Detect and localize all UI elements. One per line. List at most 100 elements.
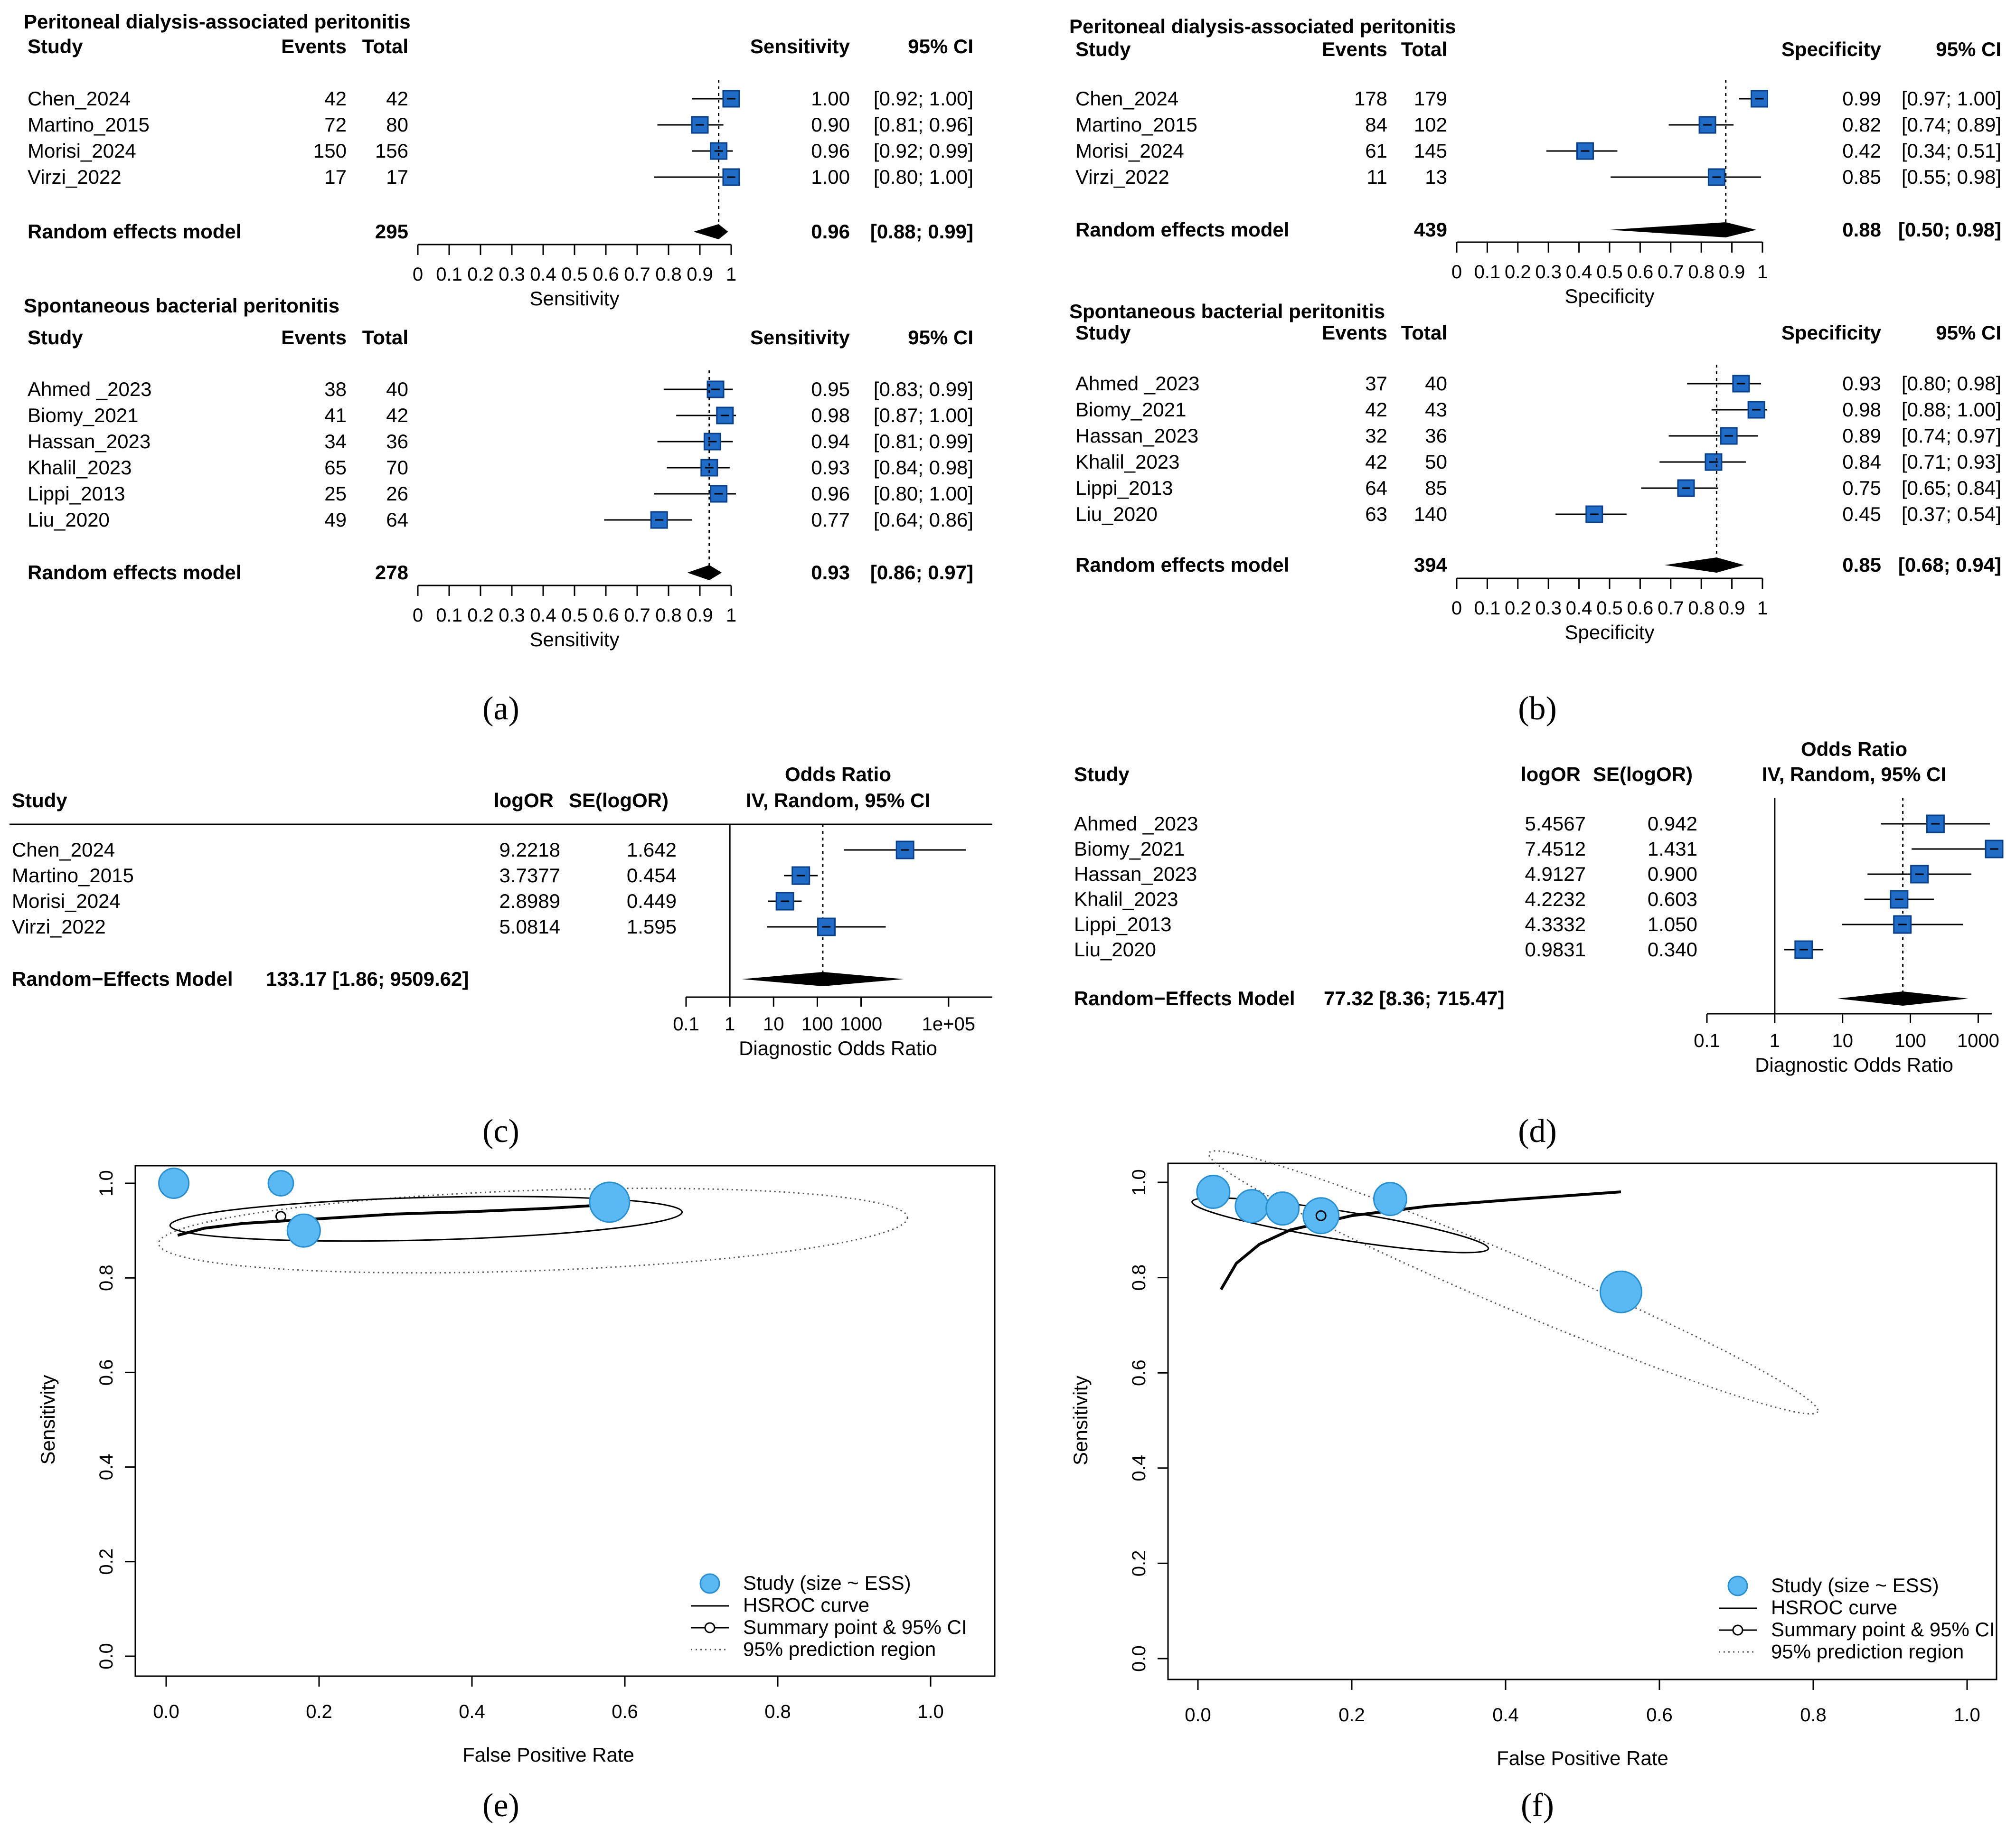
x-tick-label: 0.7: [1658, 262, 1684, 283]
panel-label: (c): [482, 1113, 519, 1150]
x-tick-label: 0.1: [1694, 1030, 1720, 1051]
y-tick-label: 0.6: [96, 1359, 117, 1386]
study-ci: [0.74; 0.97]: [1902, 424, 2001, 447]
x-tick-label: 0.6: [1646, 1705, 1673, 1726]
study-ci: [0.92; 0.99]: [874, 140, 973, 162]
study-name: Biomy_2021: [1074, 838, 1185, 860]
x-tick-label: 0.4: [1566, 598, 1592, 619]
x-tick-label: 0.1: [1474, 598, 1501, 619]
study-se: 0.449: [627, 890, 677, 912]
study-events: 150: [313, 140, 347, 162]
study-se: 0.454: [627, 864, 677, 887]
y-tick-label: 1.0: [96, 1170, 117, 1197]
study-total: 42: [386, 404, 408, 426]
study-estimate: 0.89: [1842, 424, 1881, 447]
study-estimate: 0.85: [1842, 166, 1881, 188]
study-name: Hassan_2023: [1074, 863, 1197, 885]
study-point: [1234, 1189, 1269, 1224]
study-point: [267, 1170, 294, 1197]
legend-summary-symbol: [704, 1622, 716, 1633]
x-axis-label: Diagnostic Odds Ratio: [739, 1037, 937, 1059]
y-tick-label: 0.2: [96, 1548, 117, 1575]
study-se: 1.595: [627, 915, 677, 938]
study-total: 145: [1414, 140, 1447, 162]
study-estimate: 0.77: [811, 509, 850, 531]
x-tick-label: 0.7: [624, 264, 650, 285]
summary-point: [1315, 1210, 1327, 1221]
x-tick-label: 0.4: [530, 605, 556, 626]
x-tick-label: 0.8: [1688, 598, 1715, 619]
col-header-measure: Specificity: [1781, 38, 1882, 60]
x-tick-label: 0.6: [612, 1701, 638, 1722]
x-tick-label: 0.8: [764, 1701, 791, 1722]
pooled-total: 439: [1414, 218, 1447, 241]
x-tick-label: 0.2: [1505, 262, 1531, 283]
study-total: 70: [386, 456, 408, 479]
y-tick-label: 0.4: [96, 1454, 117, 1481]
y-tick-label: 0.4: [1129, 1455, 1149, 1481]
pooled-ci: [0.86; 0.97]: [870, 561, 973, 584]
pooled-diamond: [1610, 222, 1757, 237]
x-tick-label: 0: [1451, 262, 1462, 283]
study-name: Morisi_2024: [1075, 140, 1184, 162]
study-name: Martino_2015: [28, 113, 150, 136]
study-events: 63: [1365, 503, 1387, 525]
x-tick-label: 0: [1451, 598, 1462, 619]
x-tick-label: 0.8: [655, 264, 682, 285]
x-tick-label: 1: [726, 605, 736, 626]
sroc-panel-e: 0.0 0.2 0.4 0.6 0.8 1.0 0.0 0.2 0.4 0.6 0.8 1.0 Fals…: [37, 1165, 996, 1824]
x-tick-label: 0.1: [673, 1014, 699, 1035]
study-name: Hassan_2023: [1075, 424, 1198, 447]
study-events: 42: [1365, 451, 1387, 473]
prediction-region: [1208, 1150, 1819, 1415]
study-total: 64: [386, 509, 408, 531]
study-box: [1720, 427, 1738, 445]
pooled-estimate: 77.32 [8.36; 715.47]: [1324, 987, 1505, 1009]
pooled-diamond: [1837, 991, 1969, 1006]
x-tick-label: 0.6: [1627, 262, 1654, 283]
x-tick-label: 1000: [1957, 1030, 1999, 1051]
x-tick-label: 0.2: [467, 605, 494, 626]
study-se: 0.942: [1648, 812, 1697, 835]
study-name: Virzi_2022: [1075, 166, 1169, 188]
x-tick-label: 0.9: [687, 264, 713, 285]
y-tick-label: 0.0: [1129, 1645, 1149, 1672]
x-axis-label: Specificity: [1564, 285, 1654, 307]
x-tick-label: 0.0: [153, 1701, 179, 1722]
study-total: 13: [1425, 166, 1447, 188]
study-point: [1373, 1182, 1407, 1217]
study-name: Khalil_2023: [1075, 451, 1180, 473]
study-name: Ahmed _2023: [1075, 372, 1200, 395]
pooled-diamond: [1664, 557, 1744, 573]
y-tick-label: 1.0: [1129, 1169, 1149, 1196]
study-logor: 2.8989: [499, 890, 560, 912]
study-estimate: 0.93: [811, 456, 850, 479]
study-name: Khalil_2023: [28, 456, 132, 479]
x-tick-label: 0.6: [593, 264, 619, 285]
legend-entry: HSROC curve: [1771, 1596, 1897, 1619]
study-estimate: 0.96: [811, 140, 850, 162]
x-tick-label: 1: [726, 264, 736, 285]
summary-point: [275, 1211, 286, 1222]
x-axis-label: False Positive Rate: [1497, 1747, 1668, 1769]
col-header-study: Study: [1074, 763, 1130, 785]
study-name: Morisi_2024: [28, 140, 136, 162]
study-estimate: 0.94: [811, 430, 850, 453]
header-odds-ratio: Odds Ratio: [785, 763, 891, 785]
study-name: Martino_2015: [12, 864, 134, 887]
study-name: Chen_2024: [1075, 87, 1178, 110]
study-estimate: 0.93: [1842, 372, 1881, 395]
x-tick-label: 0.2: [1505, 598, 1531, 619]
x-tick-label: 1: [1757, 598, 1768, 619]
x-tick-label: 1.0: [1954, 1705, 1980, 1726]
legend-entry: 95% prediction region: [1771, 1641, 1964, 1663]
study-point: [589, 1181, 631, 1223]
group-title: Peritoneal dialysis-associated peritonit…: [1069, 15, 1456, 38]
study-name: Liu_2020: [1074, 938, 1156, 961]
legend-entry: Summary point & 95% CI: [743, 1616, 967, 1638]
col-header-ci: 95% CI: [908, 326, 973, 349]
x-tick-label: 0.3: [1535, 262, 1562, 283]
study-total: 42: [386, 87, 408, 110]
x-axis-label: Sensitivity: [529, 287, 619, 310]
study-box: [1926, 814, 1945, 833]
